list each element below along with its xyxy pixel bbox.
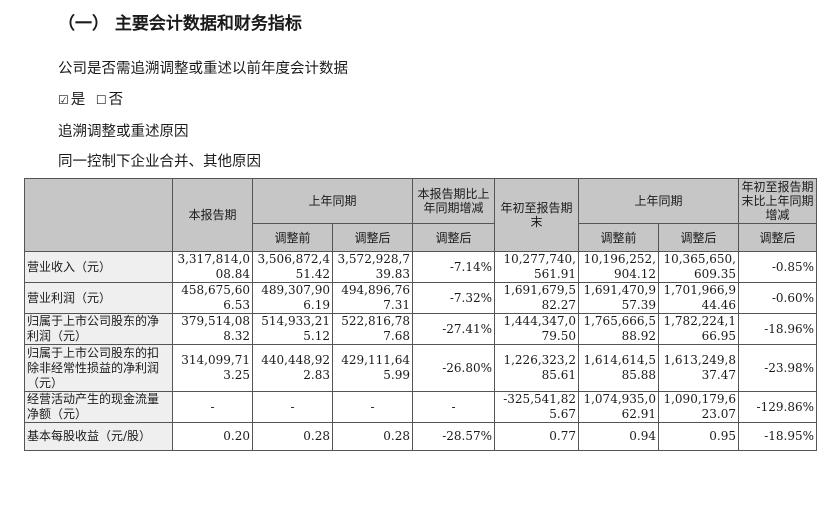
table-cell: -27.41% [412,313,495,345]
table-cell: 10,365,650,609.35 [658,251,739,283]
table-cell: - [252,391,333,423]
table-cell: 0.28 [332,422,413,451]
table-cell: 314,099,713.25 [172,344,253,392]
table-cell: 0.28 [252,422,333,451]
table-cell: 1,614,614,585.88 [578,344,659,392]
table-cell: - [412,391,495,423]
financial-data-table: 本报告期 上年同期 本报告期比上年同期增减 年初至报告期末 上年同期 年初至报告… [24,178,817,451]
table-cell: -0.60% [738,282,817,314]
table-row: 归属于上市公司股东的净利润（元） 379,514,088.32 514,933,… [24,313,817,345]
table-cell: -23.98% [738,344,817,392]
table-cell: -325,541,825.67 [494,391,579,423]
table-cell: 1,074,935,062.91 [578,391,659,423]
table-cell: 1,090,179,623.07 [658,391,739,423]
table-cell: 0.94 [578,422,659,451]
subheader-before: 调整前 [252,223,333,252]
table-cell: 0.95 [658,422,739,451]
header-ytd: 年初至报告期末 [494,178,579,252]
row-label: 营业利润（元） [24,282,173,314]
table-cell: - [172,391,253,423]
row-label: 基本每股收益（元/股） [24,422,173,451]
table-cell: -28.57% [412,422,495,451]
table-row: 营业利润（元） 458,675,606.53 489,307,906.19 49… [24,282,817,314]
table-cell: 3,317,814,008.84 [172,251,253,283]
table-cell: 1,444,347,079.50 [494,313,579,345]
table-cell: 458,675,606.53 [172,282,253,314]
subheader-after: 调整后 [332,223,413,252]
restatement-reason: 同一控制下企业合并、其他原因 [58,154,261,170]
subheader-ytd-change-after: 调整后 [738,223,817,252]
row-label: 经营活动产生的现金流量净额（元） [24,391,173,423]
restatement-reason-label: 追溯调整或重述原因 [58,124,189,140]
table-cell: 489,307,906.19 [252,282,333,314]
table-cell: 1,782,224,166.95 [658,313,739,345]
table-row: 基本每股收益（元/股） 0.20 0.28 0.28 -28.57% 0.77 … [24,422,817,451]
table-cell: 440,448,922.83 [252,344,333,392]
header-ytd-change: 年初至报告期末比上年同期增减 [738,178,817,224]
header-prev-ytd: 上年同期 [578,178,739,224]
table-row: 归属于上市公司股东的扣除非经常性损益的净利润（元） 314,099,713.25… [24,344,817,392]
table-cell: 10,277,740,561.91 [494,251,579,283]
table-cell: 3,506,872,451.42 [252,251,333,283]
row-label: 归属于上市公司股东的扣除非经常性损益的净利润（元） [24,344,173,392]
no-label: 否 [108,92,124,108]
table-cell: 0.77 [494,422,579,451]
table-cell: 379,514,088.32 [172,313,253,345]
table-cell: 429,111,645.99 [332,344,413,392]
table-cell: -129.86% [738,391,817,423]
row-label: 归属于上市公司股东的净利润（元） [24,313,173,345]
table-cell: 3,572,928,739.83 [332,251,413,283]
table-cell: 1,226,323,285.61 [494,344,579,392]
table-cell: 10,196,252,904.12 [578,251,659,283]
table-cell: -7.14% [412,251,495,283]
table-row: 经营活动产生的现金流量净额（元） - - - - -325,541,825.67… [24,391,817,423]
table-cell: 0.20 [172,422,253,451]
subheader-before-ytd: 调整前 [578,223,659,252]
table-cell: -26.80% [412,344,495,392]
restatement-choice: ☑ 是 ☐ 否 [58,88,123,109]
row-label: 营业收入（元） [24,251,173,283]
header-change: 本报告期比上年同期增减 [412,178,495,224]
header-prev-period: 上年同期 [252,178,413,224]
table-cell: 1,691,679,582.27 [494,282,579,314]
section-heading: （一） 主要会计数据和财务指标 [58,14,302,34]
table-cell: -18.96% [738,313,817,345]
checked-box-icon: ☑ [58,93,69,107]
table-cell: 494,896,767.31 [332,282,413,314]
table-cell: 522,816,787.68 [332,313,413,345]
header-blank [24,178,173,252]
unchecked-box-icon: ☐ [95,93,107,107]
table-cell: - [332,391,413,423]
table-cell: -0.85% [738,251,817,283]
table-cell: -18.95% [738,422,817,451]
table-cell: 1,701,966,944.46 [658,282,739,314]
header-current-period: 本报告期 [172,178,253,252]
table-cell: 514,933,215.12 [252,313,333,345]
table-cell: 1,691,470,957.39 [578,282,659,314]
table-cell: 1,765,666,588.92 [578,313,659,345]
table-row: 营业收入（元） 3,317,814,008.84 3,506,872,451.4… [24,251,817,283]
subheader-after-ytd: 调整后 [658,223,739,252]
yes-label: 是 [70,92,86,108]
table-cell: 1,613,249,837.47 [658,344,739,392]
table-cell: -7.32% [412,282,495,314]
subheader-change-after: 调整后 [412,223,495,252]
restatement-question: 公司是否需追溯调整或重述以前年度会计数据 [58,61,348,77]
